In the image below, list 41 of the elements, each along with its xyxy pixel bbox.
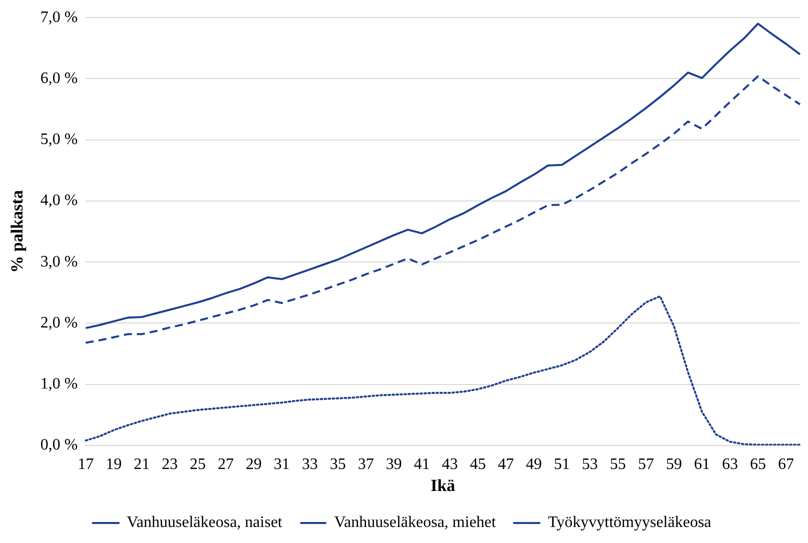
x-tick-label: 49 (526, 456, 542, 474)
x-tick-label: 17 (78, 456, 94, 474)
x-tick-label: 65 (750, 456, 766, 474)
x-tick-label: 55 (610, 456, 626, 474)
x-tick-label: 41 (414, 456, 430, 474)
x-tick-label: 35 (330, 456, 346, 474)
x-tick-label: 19 (106, 456, 122, 474)
x-axis-title: Ikä (430, 476, 456, 496)
x-tick-label: 31 (274, 456, 290, 474)
x-tick-label: 27 (218, 456, 234, 474)
x-tick-label: 53 (582, 456, 598, 474)
legend-label: Vanhuuseläkeosa, naiset (126, 514, 283, 532)
line-series (84, 75, 801, 344)
y-tick-label: 3,0 % (40, 253, 78, 270)
y-tick-label: 1,0 % (40, 375, 78, 392)
x-tick-label: 45 (470, 456, 486, 474)
x-tick-label: 57 (638, 456, 654, 474)
x-tick-label: 21 (134, 456, 150, 474)
x-tick-label: 25 (190, 456, 206, 474)
x-tick-label: 59 (666, 456, 682, 474)
x-tick-label: 63 (722, 456, 738, 474)
x-tick-label: 67 (778, 456, 794, 474)
line-series (84, 295, 801, 446)
x-tick-label: 47 (498, 456, 514, 474)
x-tick-label: 33 (302, 456, 318, 474)
x-tick-label: 43 (442, 456, 458, 474)
x-tick-label: 29 (246, 456, 262, 474)
x-tick-label: 61 (694, 456, 710, 474)
legend-label: Vanhuuseläkeosa, miehet (334, 514, 497, 532)
y-tick-label: 7,0 % (40, 8, 78, 26)
x-tick-label: 39 (386, 456, 402, 474)
y-tick-label: 0,0 % (40, 436, 78, 454)
x-tick-label: 23 (162, 456, 178, 474)
y-tick-label: 2,0 % (40, 314, 78, 332)
legend-label: Työkyvyttömyyseläkeosa (548, 514, 712, 532)
y-tick-label: 5,0 % (40, 131, 78, 148)
y-tick-label: 4,0 % (40, 192, 78, 210)
x-tick-label: 37 (358, 456, 374, 474)
y-axis-title: % palkasta (8, 190, 27, 273)
y-tick-label: 6,0 % (40, 70, 78, 87)
x-tick-label: 51 (554, 456, 570, 474)
